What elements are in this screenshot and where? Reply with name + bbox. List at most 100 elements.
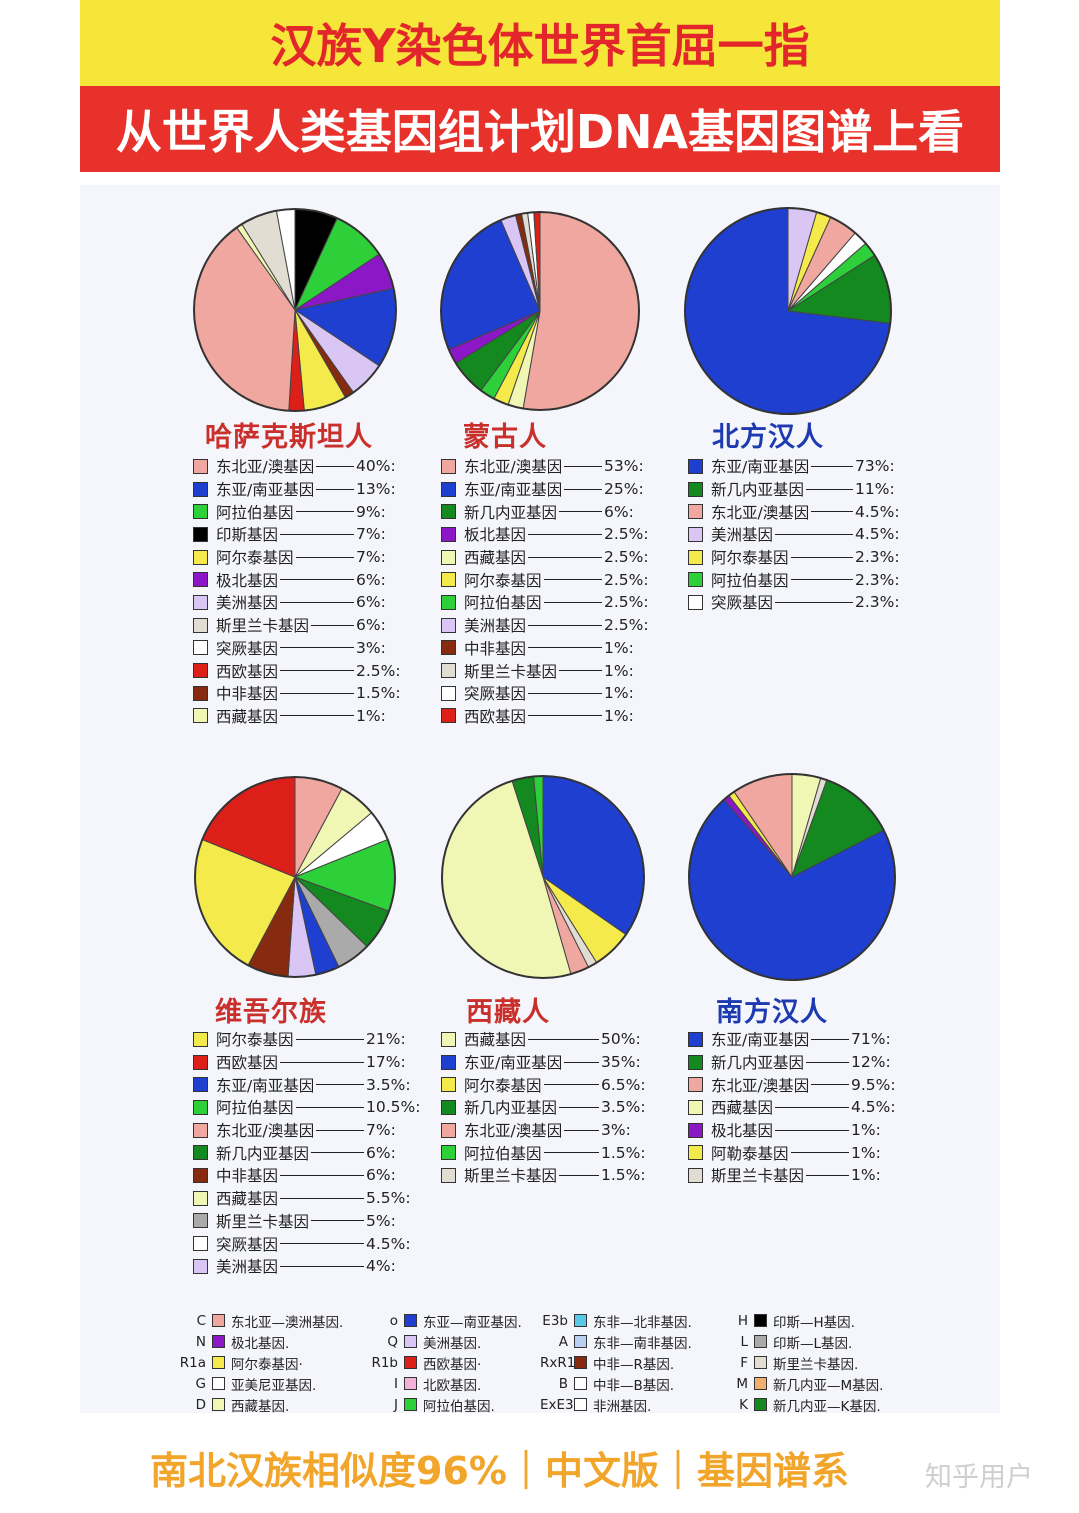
- legend-dash: [280, 1265, 364, 1267]
- key-swatch: [754, 1377, 767, 1390]
- chart-title-1: 哈萨克斯坦人: [205, 422, 373, 453]
- legend-swatch: [441, 617, 456, 633]
- key-code: o: [389, 1312, 398, 1329]
- legend-row: 斯里兰卡基因 6%:: [193, 614, 401, 637]
- legend-row: 新几内亚基因 12%:: [688, 1051, 896, 1074]
- legend-6: 东亚/南亚基因 71%: 新几内亚基因 12%: 东北亚/澳基因 9.5%: 西藏基因 4.5…: [688, 1028, 896, 1187]
- legend-value: 7%:: [356, 525, 386, 544]
- legend-swatch: [193, 1031, 208, 1047]
- legend-label: 斯里兰卡基因: [216, 1212, 310, 1231]
- legend-swatch: [441, 1122, 456, 1138]
- legend-dash: [295, 1038, 364, 1040]
- legend-value: 6%:: [366, 1143, 396, 1162]
- legend-label: 板北基因: [464, 526, 527, 545]
- legend-swatch: [193, 594, 208, 610]
- pie-3-outline: [684, 207, 892, 415]
- legend-value: 11%:: [855, 480, 895, 499]
- legend-label: 西藏基因: [711, 1099, 774, 1118]
- pie-6: [688, 773, 896, 981]
- legend-dash: [790, 556, 853, 558]
- legend-value: 1%:: [604, 684, 634, 703]
- key-row: M 新几内亚—M基因.: [720, 1373, 883, 1394]
- key-swatch: [212, 1314, 225, 1327]
- legend-value: 53%:: [604, 457, 644, 476]
- key-column-3: E3b 东非—北非基因. A 东非—南非基因. RxR1 中非—R基因. B 中非—B基因. E…: [540, 1310, 692, 1415]
- legend-row: 阿拉伯基因 2.3%:: [688, 568, 900, 591]
- legend-dash: [280, 1197, 364, 1199]
- legend-label: 东北亚/澳基因: [711, 503, 810, 522]
- legend-dash: [280, 692, 354, 694]
- key-row: A 东非—南非基因.: [540, 1331, 692, 1352]
- legend-row: 阿尔泰基因 2.5%:: [441, 568, 649, 591]
- legend-label: 斯里兰卡基因: [464, 662, 558, 681]
- legend-label: 中非基因: [464, 639, 527, 658]
- pie-1-outline: [193, 208, 397, 412]
- key-column-2: o 东亚—南亚基因. Q 美洲基因. R1b 西欧基因· I 北欧基因. J 阿拉伯基因.: [370, 1310, 522, 1415]
- legend-value: 1.5%:: [601, 1143, 646, 1162]
- pie-2: [440, 211, 640, 411]
- legend-label: 新几内亚基因: [464, 1099, 558, 1118]
- legend-dash: [564, 1061, 599, 1063]
- key-swatch: [404, 1356, 417, 1369]
- legend-swatch: [441, 708, 456, 724]
- legend-dash: [280, 647, 354, 649]
- key-code: D: [195, 1396, 206, 1413]
- legend-2: 东北亚/澳基因 53%: 东亚/南亚基因 25%: 新几内亚基因 6%: 板北基因 2.5%:…: [441, 455, 649, 727]
- pie-2-outline: [440, 211, 640, 411]
- legend-label: 西藏基因: [464, 1031, 527, 1050]
- legend-swatch: [193, 458, 208, 474]
- key-row: J 阿拉伯基因.: [370, 1394, 522, 1415]
- legend-value: 4%:: [366, 1257, 396, 1276]
- legend-value: 6%:: [356, 570, 386, 589]
- legend-swatch: [441, 594, 456, 610]
- key-swatch: [574, 1356, 587, 1369]
- legend-label: 东亚/南亚基因: [216, 1076, 315, 1095]
- legend-value: 1%:: [604, 661, 634, 680]
- legend-label: 东亚/南亚基因: [464, 481, 563, 500]
- legend-value: 71%:: [851, 1030, 891, 1049]
- legend-dash: [280, 579, 354, 581]
- legend-dash: [528, 647, 602, 649]
- legend-value: 3%:: [356, 638, 386, 657]
- legend-dash: [295, 556, 354, 558]
- key-swatch: [574, 1377, 587, 1390]
- pie-4: [194, 776, 396, 978]
- legend-value: 2.5%:: [604, 525, 649, 544]
- legend-value: 7%:: [366, 1121, 396, 1140]
- legend-row: 东北亚/澳基因 40%:: [193, 455, 401, 478]
- legend-value: 2.5%:: [604, 570, 649, 589]
- key-row: E3b 东非—北非基因.: [540, 1310, 692, 1331]
- legend-label: 美洲基因: [216, 594, 279, 613]
- legend-label: 印斯基因: [216, 526, 279, 545]
- legend-3: 东亚/南亚基因 73%: 新几内亚基因 11%: 东北亚/澳基因 4.5%: 美洲基因 4.5…: [688, 455, 900, 614]
- legend-row: 西藏基因 4.5%:: [688, 1096, 896, 1119]
- key-row: K 新几内亚—K基因.: [720, 1394, 883, 1415]
- legend-swatch: [441, 572, 456, 588]
- legend-label: 极北基因: [711, 1122, 774, 1141]
- legend-label: 阿尔泰基因: [464, 571, 542, 590]
- legend-dash: [790, 1152, 849, 1154]
- legend-row: 东亚/南亚基因 73%:: [688, 455, 900, 478]
- key-swatch: [404, 1314, 417, 1327]
- legend-value: 1%:: [604, 638, 634, 657]
- legend-label: 东亚/南亚基因: [711, 1031, 810, 1050]
- legend-label: 阿尔泰基因: [711, 549, 789, 568]
- legend-label: 新几内亚基因: [216, 1144, 310, 1163]
- key-label: 东北亚—澳洲基因.: [231, 1314, 344, 1331]
- chart-title-6: 南方汉人: [716, 997, 828, 1028]
- legend-label: 新几内亚基因: [711, 1054, 805, 1073]
- legend-swatch: [193, 1145, 208, 1161]
- legend-row: 新几内亚基因 6%:: [193, 1141, 420, 1164]
- legend-swatch: [688, 594, 703, 610]
- legend-dash: [559, 1106, 599, 1108]
- legend-dash: [559, 511, 602, 513]
- legend-swatch: [193, 1099, 208, 1115]
- legend-value: 12%:: [851, 1053, 891, 1072]
- legend-dash: [295, 1106, 364, 1108]
- legend-row: 阿拉伯基因 10.5%:: [193, 1096, 420, 1119]
- legend-swatch: [441, 1077, 456, 1093]
- legend-row: 美洲基因 2.5%:: [441, 614, 649, 637]
- key-code: R1a: [179, 1354, 206, 1371]
- legend-row: 突厥基因 4.5%:: [193, 1232, 420, 1255]
- legend-dash: [564, 1129, 599, 1131]
